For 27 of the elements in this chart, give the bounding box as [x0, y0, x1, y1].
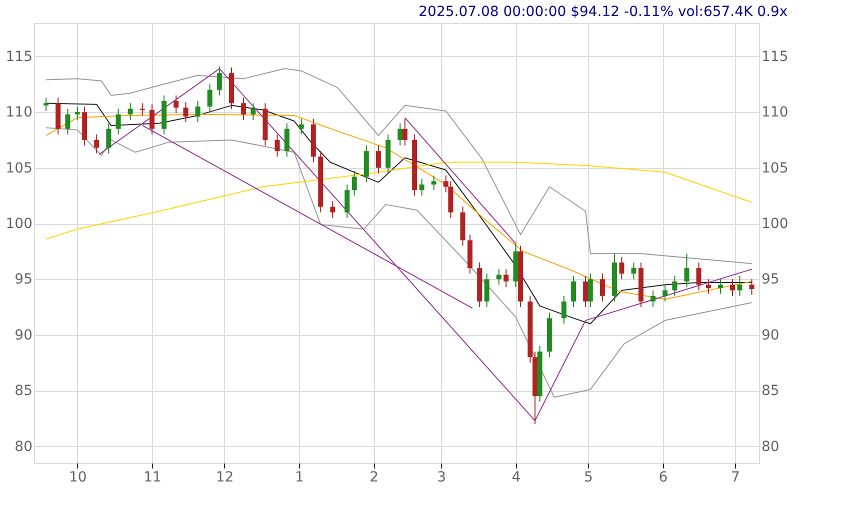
- y2-tick-label: 80: [762, 438, 780, 455]
- x-tick-label: 12: [216, 470, 234, 486]
- chart-title: 2025.07.08 00:00:00 $94.12 -0.11% vol:657.4K 0.9x: [418, 4, 788, 20]
- y2-tick-label: 85: [762, 383, 780, 400]
- y-tick-label: 115: [6, 48, 32, 65]
- y-tick-label: 105: [6, 160, 32, 176]
- y-tick-label: 110: [6, 104, 32, 121]
- y2-tick-label: 100: [762, 216, 788, 232]
- x-tick-label: 11: [144, 470, 162, 486]
- y-tick-label: 80: [14, 438, 32, 455]
- y2-tick-label: 90: [762, 327, 780, 344]
- y2-tick-label: 95: [762, 272, 780, 288]
- x-tick-label: 1: [294, 470, 304, 486]
- x-tick-label: 7: [730, 470, 740, 486]
- x-tick-label: 2: [370, 470, 379, 486]
- x-tick-label: 5: [584, 470, 593, 486]
- y2-tick-label: 115: [762, 48, 788, 65]
- y2-tick-label: 110: [762, 104, 788, 121]
- y-tick-label: 100: [6, 216, 32, 232]
- x-tick-label: 4: [512, 470, 521, 486]
- x-tick-label: 10: [68, 470, 87, 486]
- x-tick-label: 3: [437, 470, 446, 486]
- y-tick-label: 95: [14, 272, 32, 288]
- y2-tick-label: 105: [762, 160, 788, 176]
- x-tick-label: 6: [658, 470, 668, 486]
- y-tick-label: 90: [14, 327, 32, 344]
- y-tick-label: 85: [14, 383, 32, 400]
